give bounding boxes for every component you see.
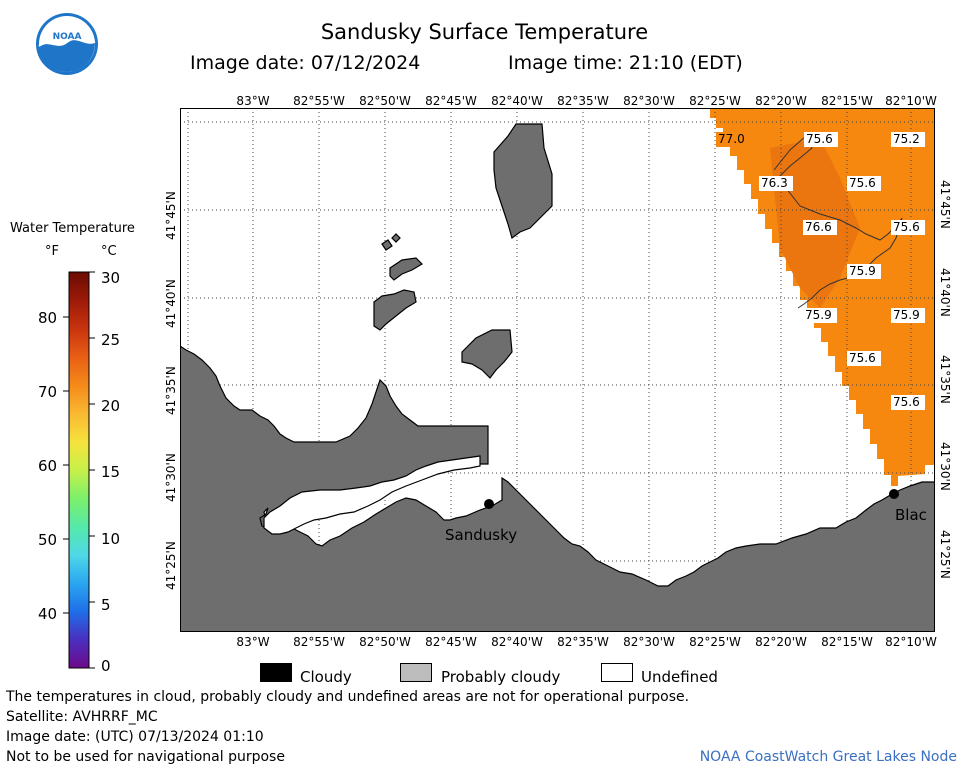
lon-tick: 82°50'W — [359, 94, 411, 108]
lat-tick: 41°30'N — [164, 453, 178, 502]
sandusky-label: Sandusky — [445, 526, 517, 544]
f-label: 80 — [38, 309, 58, 327]
undefined-swatch — [601, 663, 633, 682]
lon-tick: 82°50'W — [359, 635, 411, 649]
unit-fahrenheit: °F — [45, 244, 59, 259]
small-island-1 — [381, 239, 393, 251]
temp-label: 75.9 — [849, 264, 876, 278]
lon-tick: 82°10'W — [885, 94, 937, 108]
temperature-map: Sandusky Blac 77.0 75.6 75.2 76.3 75.6 7… — [180, 108, 935, 632]
unit-celsius: °C — [101, 244, 117, 259]
lon-tick: 82°30'W — [623, 94, 675, 108]
lon-tick: 82°45'W — [425, 94, 477, 108]
legend-title: Water Temperature — [10, 221, 135, 236]
south-bass-island — [373, 289, 417, 331]
lon-tick: 82°30'W — [623, 635, 675, 649]
lat-tick: 41°25'N — [164, 541, 178, 590]
map-frame — [180, 108, 935, 632]
c-label: 10 — [101, 530, 121, 548]
temp-label: 75.6 — [806, 132, 833, 146]
lon-tick: 82°40'W — [491, 635, 543, 649]
middle-bass-island — [389, 257, 423, 281]
temp-label: 75.6 — [849, 176, 876, 190]
undefined-label: Undefined — [641, 668, 718, 686]
temp-label: 76.3 — [761, 176, 788, 190]
probably-cloudy-swatch — [400, 663, 432, 682]
navigation-warning: Not to be used for navigational purpose — [6, 749, 285, 765]
lon-tick: 82°20'W — [755, 635, 807, 649]
temp-label: 75.6 — [893, 220, 920, 234]
lon-tick: 82°15'W — [821, 635, 873, 649]
logo-text: NOAA — [53, 32, 82, 42]
boundary-line — [773, 135, 903, 309]
f-label: 60 — [38, 457, 58, 475]
lon-tick: 82°25'W — [689, 94, 741, 108]
lon-tick: 82°45'W — [425, 635, 477, 649]
f-label: 70 — [38, 383, 58, 401]
temperature-labels: 77.0 75.6 75.2 76.3 75.6 76.6 75.6 75.9 … — [716, 132, 925, 410]
lon-tick: 82°40'W — [491, 94, 543, 108]
lon-tick: 82°35'W — [557, 635, 609, 649]
c-label: 30 — [101, 269, 121, 287]
c-label: 0 — [101, 657, 111, 675]
sandusky-bay — [263, 455, 481, 535]
c-label: 15 — [101, 463, 121, 481]
noaa-logo: NOAA — [36, 13, 98, 75]
lat-tick: 41°35'N — [938, 355, 952, 404]
kelleys-island — [493, 123, 553, 240]
lat-tick: 41°45'N — [938, 180, 952, 229]
temp-label: 75.2 — [893, 132, 920, 146]
lat-tick: 41°40'N — [938, 268, 952, 317]
small-island-2 — [391, 233, 401, 243]
temp-label: 75.6 — [849, 351, 876, 365]
map-title: Sandusky Surface Temperature — [320, 20, 649, 44]
lat-tick: 41°30'N — [938, 442, 952, 491]
c-label: 5 — [101, 596, 111, 614]
blac-label: Blac — [895, 506, 927, 524]
f-label: 50 — [38, 531, 58, 549]
c-label: 25 — [101, 331, 121, 349]
cloudy-label: Cloudy — [300, 668, 352, 686]
lat-tick: 41°40'N — [164, 279, 178, 328]
lat-tick: 41°35'N — [164, 366, 178, 415]
temp-label: 76.6 — [805, 220, 832, 234]
image-time: Image time: 21:10 (EDT) — [508, 52, 743, 74]
lon-tick: 82°25'W — [689, 635, 741, 649]
johnsons-island-region — [461, 329, 513, 379]
credit-link[interactable]: NOAA CoastWatch Great Lakes Node — [699, 749, 957, 765]
color-bar — [63, 271, 95, 669]
lon-tick: 83°W — [236, 94, 270, 108]
temp-label: 75.6 — [893, 395, 920, 409]
lon-tick: 83°W — [236, 635, 270, 649]
sandusky-marker — [484, 499, 494, 509]
blac-marker — [889, 489, 899, 499]
color-bar-ticks — [63, 271, 95, 669]
temp-label: 75.9 — [893, 308, 920, 322]
cloudy-swatch — [260, 663, 292, 682]
lon-tick: 82°20'W — [755, 94, 807, 108]
lon-tick: 82°55'W — [293, 635, 345, 649]
disclaimer: The temperatures in cloud, probably clou… — [6, 689, 690, 705]
lat-tick: 41°25'N — [938, 530, 952, 579]
color-bar-gradient — [68, 271, 90, 669]
lon-tick: 82°35'W — [557, 94, 609, 108]
land-mass — [180, 345, 935, 632]
probably-cloudy-label: Probably cloudy — [441, 668, 561, 686]
utc-image-date: Image date: (UTC) 07/13/2024 01:10 — [6, 729, 264, 745]
satellite-info: Satellite: AVHRRF_MC — [6, 709, 158, 725]
c-label: 20 — [101, 397, 121, 415]
lon-tick: 82°55'W — [293, 94, 345, 108]
temp-label: 75.9 — [805, 308, 832, 322]
temp-label: 77.0 — [718, 132, 745, 146]
lon-tick: 82°10'W — [885, 635, 937, 649]
lat-tick: 41°45'N — [164, 191, 178, 240]
image-date: Image date: 07/12/2024 — [190, 52, 421, 74]
lon-tick: 82°15'W — [821, 94, 873, 108]
f-label: 40 — [38, 605, 58, 623]
